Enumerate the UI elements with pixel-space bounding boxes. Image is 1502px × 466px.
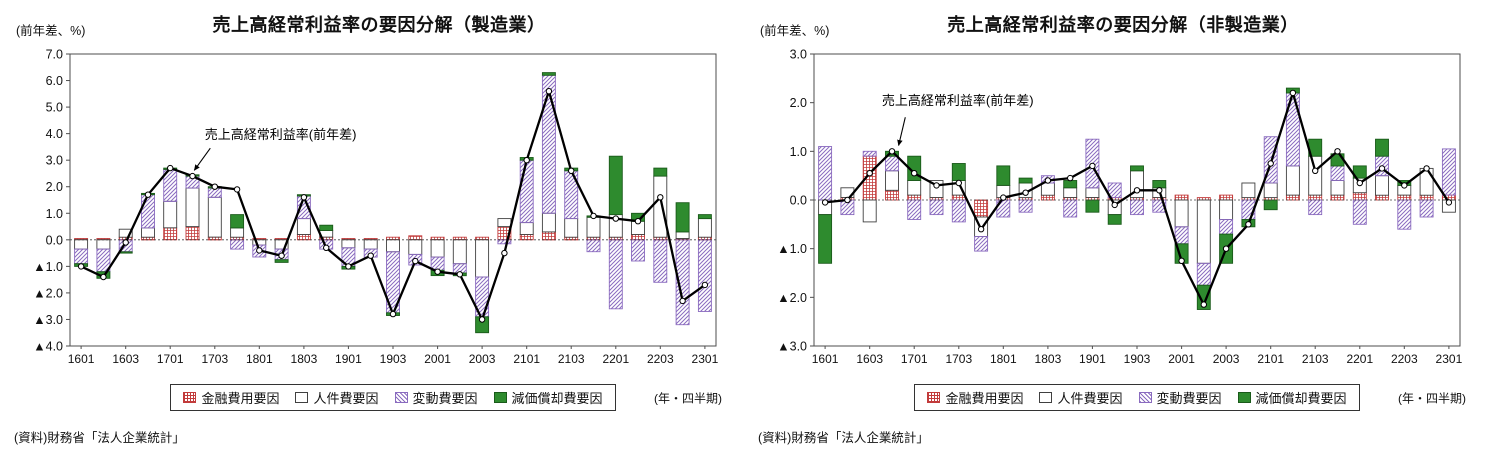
svg-text:4.0: 4.0 xyxy=(46,127,63,141)
legend-item-depreciation-cost-factor: 減価償却費要因 xyxy=(1237,388,1347,407)
y-axis-unit-label: (前年差、%) xyxy=(760,24,830,38)
svg-text:2101: 2101 xyxy=(1257,352,1284,366)
legend-item-personnel-cost-factor: 人件費要因 xyxy=(295,388,379,407)
svg-text:売上高経常利益率(前年差): 売上高経常利益率(前年差) xyxy=(882,93,1034,108)
legend-label: 人件費要因 xyxy=(1057,391,1123,406)
svg-text:1903: 1903 xyxy=(380,352,407,366)
chart-title-manufacturing: 売上高経常利益率の要因分解（製造業） xyxy=(212,15,546,35)
x-axis-unit-note: (年・四半期) xyxy=(1398,391,1466,405)
svg-text:1903: 1903 xyxy=(1124,352,1151,366)
legend-label: 人件費要因 xyxy=(313,391,379,406)
svg-text:1803: 1803 xyxy=(1035,352,1062,366)
purple-diagonal-swatch-icon xyxy=(1138,392,1152,403)
svg-text:2.0: 2.0 xyxy=(790,96,807,110)
svg-text:0.0: 0.0 xyxy=(46,233,63,247)
svg-text:2101: 2101 xyxy=(513,352,540,366)
svg-text:2.0: 2.0 xyxy=(46,180,63,194)
svg-text:1703: 1703 xyxy=(201,352,228,366)
red-crosshatch-swatch-icon xyxy=(183,392,197,403)
source-note: (資料)財務省「法人企業統計」 xyxy=(14,431,185,445)
svg-text:0.0: 0.0 xyxy=(790,194,807,208)
legend-label: 減価償却費要因 xyxy=(1255,391,1347,406)
svg-text:2003: 2003 xyxy=(469,352,496,366)
legend-item-financial-cost-factor: 金融費用要因 xyxy=(183,388,279,407)
green-swatch-icon xyxy=(1237,392,1251,403)
svg-text:2301: 2301 xyxy=(1436,352,1463,366)
legend: 金融費用要因 人件費要因 変動費要因 減価償却費要因 xyxy=(170,384,616,411)
legend-row: 金融費用要因 人件費要因 変動費要因 減価償却費要因 (年・四半期) xyxy=(70,384,722,411)
manufacturing-stacked-bar-line-chart: ▲4.0 ▲3.0 ▲2.0 ▲1.0 0.0 1.0 2.0 3.0 4.0 5.0 6.0 7.0… xyxy=(33,48,719,367)
svg-text:1603: 1603 xyxy=(112,352,139,366)
svg-text:1803: 1803 xyxy=(291,352,318,366)
svg-text:1601: 1601 xyxy=(812,352,839,366)
chart-title-nonmanufacturing: 売上高経常利益率の要因分解（非製造業） xyxy=(947,15,1299,35)
panel-header: (前年差、%) 売上高経常利益率の要因分解（製造業） xyxy=(8,4,750,40)
svg-text:2301: 2301 xyxy=(692,352,719,366)
svg-text:▲3.0: ▲3.0 xyxy=(33,313,63,327)
svg-text:▲2.0: ▲2.0 xyxy=(33,286,63,300)
svg-text:2001: 2001 xyxy=(424,352,451,366)
svg-text:1901: 1901 xyxy=(335,352,362,366)
svg-text:1601: 1601 xyxy=(68,352,95,366)
legend-item-variable-cost-factor: 変動費要因 xyxy=(394,388,478,407)
svg-text:▲1.0: ▲1.0 xyxy=(33,260,63,274)
svg-text:3.0: 3.0 xyxy=(46,154,63,168)
svg-text:1701: 1701 xyxy=(901,352,928,366)
legend: 金融費用要因 人件費要因 変動費要因 減価償却費要因 xyxy=(914,384,1360,411)
red-crosshatch-swatch-icon xyxy=(927,392,941,403)
svg-text:▲1.0: ▲1.0 xyxy=(777,242,807,256)
legend-item-personnel-cost-factor: 人件費要因 xyxy=(1039,388,1123,407)
svg-text:2003: 2003 xyxy=(1213,352,1240,366)
svg-text:1.0: 1.0 xyxy=(790,145,807,159)
legend-row: 金融費用要因 人件費要因 変動費要因 減価償却費要因 (年・四半期) xyxy=(814,384,1466,411)
svg-text:1603: 1603 xyxy=(856,352,883,366)
nonmanufacturing-stacked-bar-line-chart: ▲3.0 ▲2.0 ▲1.0 0.0 1.0 2.0 3.0 1601 1603 1701 1703… xyxy=(777,48,1463,367)
svg-text:3.0: 3.0 xyxy=(790,48,807,62)
svg-text:1701: 1701 xyxy=(157,352,184,366)
legend-label: 減価償却費要因 xyxy=(511,391,603,406)
legend-item-depreciation-cost-factor: 減価償却費要因 xyxy=(493,388,603,407)
svg-text:7.0: 7.0 xyxy=(46,48,63,62)
svg-text:1703: 1703 xyxy=(945,352,972,366)
legend-item-variable-cost-factor: 変動費要因 xyxy=(1138,388,1222,407)
white-swatch-icon xyxy=(295,392,309,403)
svg-text:2201: 2201 xyxy=(602,352,629,366)
svg-text:1801: 1801 xyxy=(246,352,273,366)
y-axis-unit-label: (前年差、%) xyxy=(16,24,86,38)
svg-text:▲2.0: ▲2.0 xyxy=(777,291,807,305)
svg-text:2201: 2201 xyxy=(1346,352,1373,366)
svg-text:2203: 2203 xyxy=(647,352,674,366)
svg-text:1901: 1901 xyxy=(1079,352,1106,366)
svg-text:▲3.0: ▲3.0 xyxy=(777,340,807,354)
svg-text:5.0: 5.0 xyxy=(46,101,63,115)
svg-text:▲4.0: ▲4.0 xyxy=(33,340,63,354)
svg-text:売上高経常利益率(前年差): 売上高経常利益率(前年差) xyxy=(205,127,357,142)
legend-label: 変動費要因 xyxy=(1156,391,1222,406)
legend-label: 変動費要因 xyxy=(412,391,478,406)
svg-text:6.0: 6.0 xyxy=(46,74,63,88)
legend-label: 金融費用要因 xyxy=(201,391,280,406)
svg-text:1.0: 1.0 xyxy=(46,207,63,221)
legend-item-financial-cost-factor: 金融費用要因 xyxy=(927,388,1023,407)
svg-text:2203: 2203 xyxy=(1391,352,1418,366)
chart-panel-manufacturing: (前年差、%) 売上高経常利益率の要因分解（製造業） ▲4.0 ▲3.0 ▲2.0 ▲… xyxy=(8,4,750,466)
white-swatch-icon xyxy=(1039,392,1053,403)
x-axis-unit-note: (年・四半期) xyxy=(654,391,722,405)
panel-header: (前年差、%) 売上高経常利益率の要因分解（非製造業） xyxy=(752,4,1494,40)
purple-diagonal-swatch-icon xyxy=(394,392,408,403)
source-note: (資料)財務省「法人企業統計」 xyxy=(758,431,929,445)
svg-text:2001: 2001 xyxy=(1168,352,1195,366)
svg-text:1801: 1801 xyxy=(990,352,1017,366)
chart-panel-nonmanufacturing: (前年差、%) 売上高経常利益率の要因分解（非製造業） ▲3.0 ▲2.0 ▲1.0… xyxy=(752,4,1494,466)
green-swatch-icon xyxy=(493,392,507,403)
legend-label: 金融費用要因 xyxy=(945,391,1024,406)
svg-text:2103: 2103 xyxy=(558,352,585,366)
svg-text:2103: 2103 xyxy=(1302,352,1329,366)
